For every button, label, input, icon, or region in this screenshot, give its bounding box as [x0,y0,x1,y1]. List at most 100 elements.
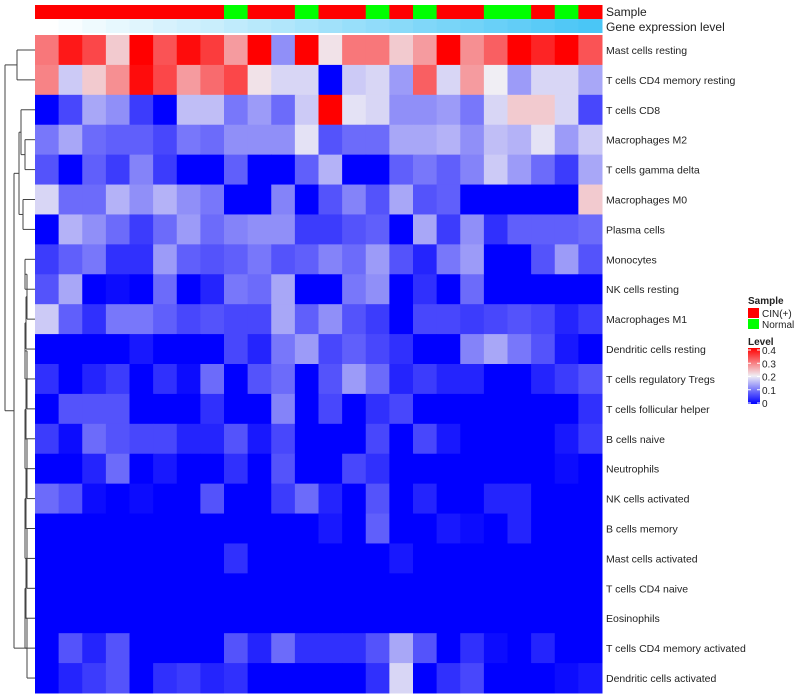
heatmap-cell [436,393,461,425]
heatmap-cell [389,94,414,126]
heatmap-cell [318,633,343,664]
heatmap-cell [224,334,249,365]
heatmap-cell [413,513,438,544]
heatmap-cell [365,184,390,215]
sample-annotation-cell [153,5,178,19]
heatmap-cell [35,334,60,365]
gene-level-annotation-cell [294,19,319,33]
heatmap-cell [200,543,225,574]
heatmap-cell [578,124,603,156]
heatmap-cell [318,603,343,634]
heatmap-cell [531,633,556,664]
heatmap-cell [82,393,107,425]
heatmap-cell [436,274,461,305]
heatmap-cell [200,304,225,335]
heatmap-cell [531,483,556,515]
heatmap-cell [58,334,83,365]
heatmap-cell [294,603,319,634]
heatmap-cell [342,663,367,694]
heatmap-cell [483,64,508,96]
heatmap-cell [294,154,319,186]
heatmap-cell [460,423,485,455]
heatmap-cell [436,453,461,485]
heatmap-cell [35,603,60,634]
heatmap-cell [483,364,508,395]
heatmap-cell [82,94,107,126]
heatmap-cell [271,184,296,215]
level-tick-label: 0.2 [762,373,776,384]
heatmap-cell [389,124,414,156]
heatmap-cell [460,274,485,305]
heatmap-cell [176,513,201,544]
heatmap-cell [35,184,60,215]
heatmap-cell [58,603,83,634]
heatmap-cell [294,633,319,664]
heatmap-cell [436,94,461,126]
heatmap-cell [507,393,532,425]
row-label: B cells memory [606,524,679,536]
heatmap-cell [578,35,603,66]
heatmap-cell [436,513,461,544]
heatmap-cell [105,64,130,96]
heatmap-cell [271,154,296,186]
heatmap-cell [436,64,461,96]
row-label: Mast cells resting [606,45,687,57]
heatmap-cell [342,64,367,96]
heatmap-cell [271,214,296,245]
heatmap-cell [318,543,343,574]
heatmap-cell [58,573,83,604]
heatmap-cell [35,154,60,186]
heatmap-cell [578,513,603,544]
heatmap-cell [105,35,130,66]
heatmap-cell [578,393,603,425]
heatmap-cell [578,304,603,335]
heatmap-cell [578,64,603,96]
heatmap-cell [247,453,272,485]
row-label: Neutrophils [606,464,659,476]
heatmap-cell [460,543,485,574]
heatmap-cell [35,124,60,156]
heatmap-cell [247,393,272,425]
heatmap-cell [413,393,438,425]
heatmap-cell [247,124,272,156]
heatmap-cell [176,393,201,425]
heatmap-cell [507,423,532,455]
heatmap-cell [342,124,367,156]
heatmap-cell [153,244,178,275]
heatmap-cell [460,364,485,395]
heatmap-cell [176,603,201,634]
heatmap-cell [483,214,508,245]
heatmap-cell [531,35,556,66]
heatmap-cell [58,393,83,425]
heatmap-cell [436,423,461,455]
heatmap-cell [507,64,532,96]
heatmap-cell [318,334,343,365]
heatmap-cell [507,633,532,664]
heatmap-cell [35,393,60,425]
heatmap-cell [200,364,225,395]
heatmap-cell [365,573,390,604]
heatmap-cell [413,364,438,395]
heatmap-cell [247,214,272,245]
heatmap-cell [436,244,461,275]
heatmap-cell [294,244,319,275]
heatmap-cell [105,543,130,574]
heatmap-cell [413,453,438,485]
heatmap-cell [153,663,178,694]
heatmap-cell [58,453,83,485]
heatmap-cell [365,393,390,425]
heatmap-cell [271,334,296,365]
heatmap-cell [271,35,296,66]
row-label: Macrophages M0 [606,195,687,207]
heatmap-cell [82,35,107,66]
gene-level-annotation-cell [153,19,178,33]
heatmap-cell [531,64,556,96]
heatmap-cell [129,364,154,395]
sample-annotation-cell [35,5,60,19]
heatmap-cell [365,453,390,485]
heatmap-cell [271,423,296,455]
heatmap-cell [507,94,532,126]
heatmap-cell [105,483,130,515]
heatmap-cell [271,304,296,335]
